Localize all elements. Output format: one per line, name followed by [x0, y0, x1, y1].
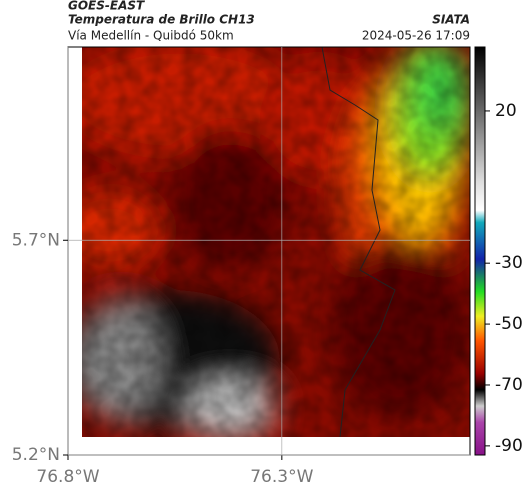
datetime: 2024-05-26 17:09	[362, 29, 470, 43]
x-tick-label: 76.3°W	[250, 467, 313, 487]
colorbar-tick-label: -90	[495, 436, 523, 456]
brightness-temperature-image	[82, 47, 470, 437]
x-tick-label: 76.8°W	[36, 467, 99, 487]
subtitle: Temperatura de Brillo CH13	[68, 13, 255, 27]
y-tick-label: 5.2°N	[12, 445, 60, 465]
colorbar	[474, 46, 486, 456]
y-tick-label: 5.7°N	[12, 230, 60, 250]
title: GOES-EAST	[68, 0, 145, 13]
source: SIATA	[432, 13, 470, 27]
location: Vía Medellín - Quibdó 50km	[68, 29, 234, 43]
colorbar-tick-label: -50	[495, 314, 523, 334]
colorbar-tick-label: 20	[495, 101, 517, 121]
colorbar-tick-label: -30	[495, 253, 523, 273]
colorbar-tick-label: -70	[495, 375, 523, 395]
